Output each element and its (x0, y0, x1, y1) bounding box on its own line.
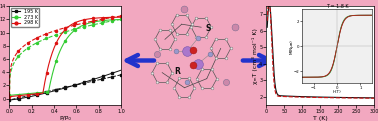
Text: S: S (206, 24, 211, 34)
Text: R: R (174, 67, 180, 76)
Y-axis label: χₘT (cm³ mol⁻¹ K): χₘT (cm³ mol⁻¹ K) (252, 28, 258, 84)
X-axis label: T (K): T (K) (313, 116, 328, 121)
X-axis label: P/P₀: P/P₀ (59, 116, 71, 121)
Legend: 195 K, 273 K, 298 K: 195 K, 273 K, 298 K (11, 8, 39, 27)
